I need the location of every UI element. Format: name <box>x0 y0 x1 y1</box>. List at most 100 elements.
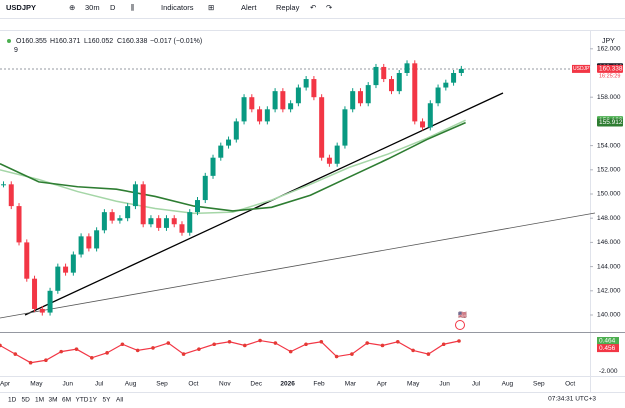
symbol-tag-bg <box>572 64 590 73</box>
undo[interactable]: ↶ <box>310 3 317 12</box>
candle <box>39 308 45 313</box>
oscillator-dot <box>304 342 308 347</box>
candle <box>350 91 356 110</box>
oscillator-dot <box>90 355 94 360</box>
oscillator-dot <box>441 342 446 347</box>
candle <box>357 91 363 104</box>
time-label: Apr <box>0 381 11 388</box>
candle <box>187 212 193 233</box>
candle <box>117 218 123 221</box>
time-label: Apr <box>377 381 388 388</box>
candle <box>427 103 433 128</box>
indicators-button[interactable]: Indicators <box>161 3 194 12</box>
candle <box>311 79 317 98</box>
candle <box>70 254 76 273</box>
candle <box>389 79 394 92</box>
oscillator-dot <box>13 352 18 356</box>
oscillator-dot <box>0 343 2 348</box>
candle <box>24 242 30 279</box>
layouts[interactable]: ⊞ <box>208 3 214 12</box>
range-button[interactable]: All <box>116 397 124 404</box>
time-label: Mar <box>345 381 357 388</box>
candle <box>264 109 270 122</box>
time-label: Nov <box>219 381 231 388</box>
time-label: Jul <box>95 381 104 388</box>
candle <box>210 157 216 176</box>
time-label: May <box>407 381 420 388</box>
legend-low: L160.052 <box>84 38 113 45</box>
time-label: Oct <box>565 381 575 388</box>
range-button[interactable]: 3M <box>49 397 58 404</box>
time-label: Aug <box>125 381 137 388</box>
candle <box>125 206 131 219</box>
oscillator-dot <box>243 343 247 348</box>
add-symbol[interactable]: ⊕ <box>69 3 75 12</box>
interval[interactable]: 30m <box>85 3 100 12</box>
candle <box>202 175 208 201</box>
candle <box>132 184 138 207</box>
time-label: Feb <box>313 381 325 388</box>
price-label: 152.000 <box>597 167 621 174</box>
candle <box>78 236 84 255</box>
oscillator-dot <box>120 342 125 347</box>
candle <box>163 218 169 228</box>
price-badge <box>597 64 623 73</box>
ma-slow <box>0 121 466 212</box>
replay-button[interactable]: Replay <box>276 3 300 12</box>
candle <box>280 91 286 110</box>
alert-button[interactable]: Alert <box>241 3 257 12</box>
chart-type[interactable]: ⫼ <box>131 3 135 12</box>
range-button[interactable]: 5Y <box>103 397 112 404</box>
range-button[interactable]: 6M <box>62 397 71 404</box>
interval-alt[interactable]: D <box>110 3 116 12</box>
oscillator-dot <box>411 348 415 353</box>
candle <box>412 63 418 122</box>
price-label: 148.000 <box>597 215 621 222</box>
oscillator-dot <box>365 341 370 345</box>
oscillator-dot <box>105 351 109 355</box>
candle <box>458 68 464 73</box>
candle <box>171 218 177 225</box>
range-button[interactable]: YTD <box>76 397 89 404</box>
price-badge-label: 160.338 <box>599 66 623 73</box>
time-label: Oct <box>188 381 198 388</box>
time-label: Jul <box>472 381 481 388</box>
candle <box>156 218 162 228</box>
range-button[interactable]: 1D <box>8 397 17 404</box>
candle <box>257 109 263 122</box>
oscillator-label: 0.464 <box>599 338 616 345</box>
candle <box>373 66 379 86</box>
oscillator-dot <box>59 349 63 354</box>
trend-line-long <box>0 212 596 319</box>
oscillator-dot <box>181 352 186 356</box>
legend-change: −0.017 (−0.01%) <box>150 38 202 45</box>
legend-high: H160.371 <box>50 38 80 45</box>
candle <box>420 121 426 128</box>
candle <box>63 266 69 273</box>
event-icon <box>455 320 465 330</box>
oscillator-dot <box>350 352 354 356</box>
legend-close: C160.338 <box>117 38 147 45</box>
oscillator-dot <box>258 338 262 343</box>
range-button[interactable]: 1Y <box>89 397 98 404</box>
candle <box>365 85 371 104</box>
price-label: 158.000 <box>597 94 621 101</box>
status-dot <box>7 39 11 43</box>
candle <box>218 145 224 158</box>
time-label: Aug <box>502 381 514 388</box>
candle <box>109 212 115 221</box>
candle <box>319 97 325 158</box>
clock: 07:34:31 UTC+3 <box>548 396 596 403</box>
symbol[interactable]: USDJPY <box>6 3 36 12</box>
candle <box>226 139 232 146</box>
range-button[interactable]: 1M <box>35 397 44 404</box>
price-label: 142.000 <box>597 288 621 295</box>
redo[interactable]: ↷ <box>326 3 333 12</box>
candle <box>148 218 154 225</box>
candle <box>55 266 61 291</box>
candle <box>101 212 107 231</box>
candle <box>396 73 402 92</box>
range-button[interactable]: 5D <box>22 397 31 404</box>
oscillator-dot <box>457 339 461 343</box>
